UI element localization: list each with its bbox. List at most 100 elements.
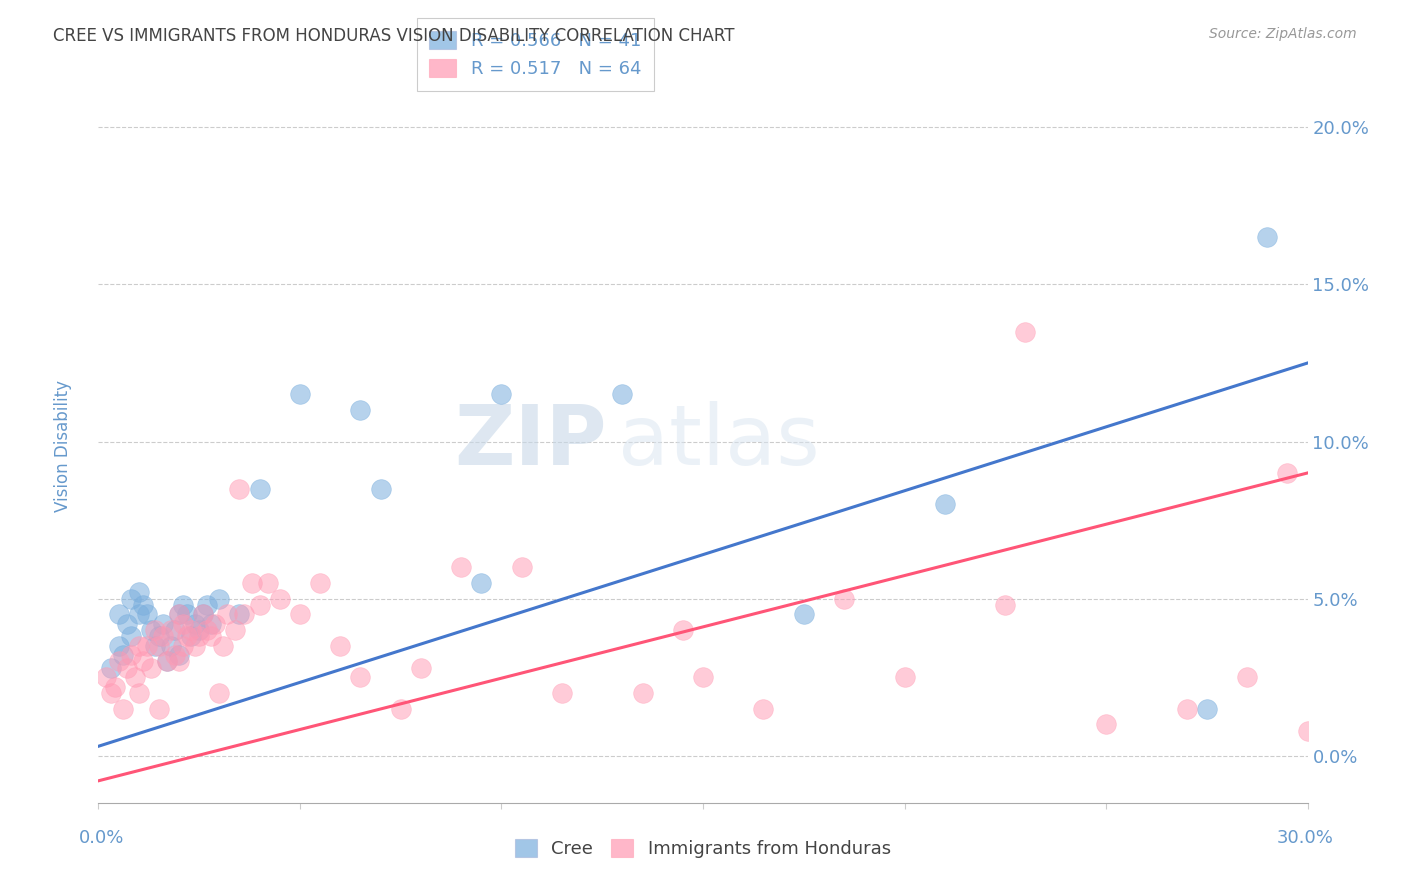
Point [180,623,202,637]
Point [184,616,207,631]
Point [994,598,1017,612]
Point [188,623,211,637]
Text: CREE VS IMMIGRANTS FROM HONDURAS VISION DISABILITY CORRELATION CHART: CREE VS IMMIGRANTS FROM HONDURAS VISION … [53,27,735,45]
Text: ZIP: ZIP [454,401,606,482]
Point [193,607,215,622]
Point [329,639,352,653]
Point [193,607,215,622]
Point [135,639,157,653]
Point [752,701,775,715]
Point [832,591,855,606]
Point [217,607,239,622]
Point [172,598,194,612]
Point [256,575,278,590]
Point [249,598,271,612]
Point [692,670,714,684]
Legend: R = 0.566   N = 41, R = 0.517   N = 64: R = 0.566 N = 41, R = 0.517 N = 64 [416,18,654,91]
Point [631,686,654,700]
Point [1095,717,1118,731]
Point [1014,325,1036,339]
Point [120,629,142,643]
Point [128,686,150,700]
Point [96,670,118,684]
Point [100,686,122,700]
Point [139,661,162,675]
Point [148,639,170,653]
Point [103,680,125,694]
Legend: Cree, Immigrants from Honduras: Cree, Immigrants from Honduras [506,830,900,867]
Text: 0.0%: 0.0% [79,829,124,847]
Point [409,661,432,675]
Point [212,639,235,653]
Point [612,387,634,401]
Point [232,607,254,622]
Point [148,629,170,643]
Point [1236,670,1258,684]
Point [349,670,371,684]
Point [188,629,211,643]
Point [208,591,231,606]
Point [160,623,183,637]
Point [349,403,371,417]
Point [1175,701,1198,715]
Point [228,607,250,622]
Point [200,629,222,643]
Point [143,623,166,637]
Point [793,607,815,622]
Point [148,701,170,715]
Point [208,686,231,700]
Point [124,670,146,684]
Point [672,623,695,637]
Point [288,387,311,401]
Point [167,607,190,622]
Point [389,701,412,715]
Point [510,560,533,574]
Text: Vision Disability: Vision Disability [55,380,72,512]
Point [288,607,311,622]
Point [1256,230,1278,244]
Point [180,629,202,643]
Point [128,585,150,599]
Point [195,623,218,637]
Point [107,655,129,669]
Point [107,607,129,622]
Point [163,623,186,637]
Point [172,639,194,653]
Point [115,661,138,675]
Point [470,575,492,590]
Point [120,648,142,662]
Point [156,655,179,669]
Point [551,686,574,700]
Point [163,648,186,662]
Point [120,591,142,606]
Point [128,639,150,653]
Point [491,387,513,401]
Point [115,616,138,631]
Point [160,639,183,653]
Point [128,607,150,622]
Point [240,575,263,590]
Point [132,598,155,612]
Point [167,648,190,662]
Point [132,655,155,669]
Point [200,616,222,631]
Point [249,482,271,496]
Point [204,616,226,631]
Point [1195,701,1218,715]
Point [228,482,250,496]
Point [934,497,956,511]
Point [111,701,134,715]
Point [139,623,162,637]
Point [107,639,129,653]
Point [893,670,915,684]
Point [195,598,218,612]
Point [450,560,472,574]
Point [143,639,166,653]
Text: Source: ZipAtlas.com: Source: ZipAtlas.com [1209,27,1357,41]
Point [152,616,174,631]
Text: atlas: atlas [619,401,820,482]
Point [184,639,207,653]
Point [1296,723,1319,738]
Point [152,629,174,643]
Point [156,655,179,669]
